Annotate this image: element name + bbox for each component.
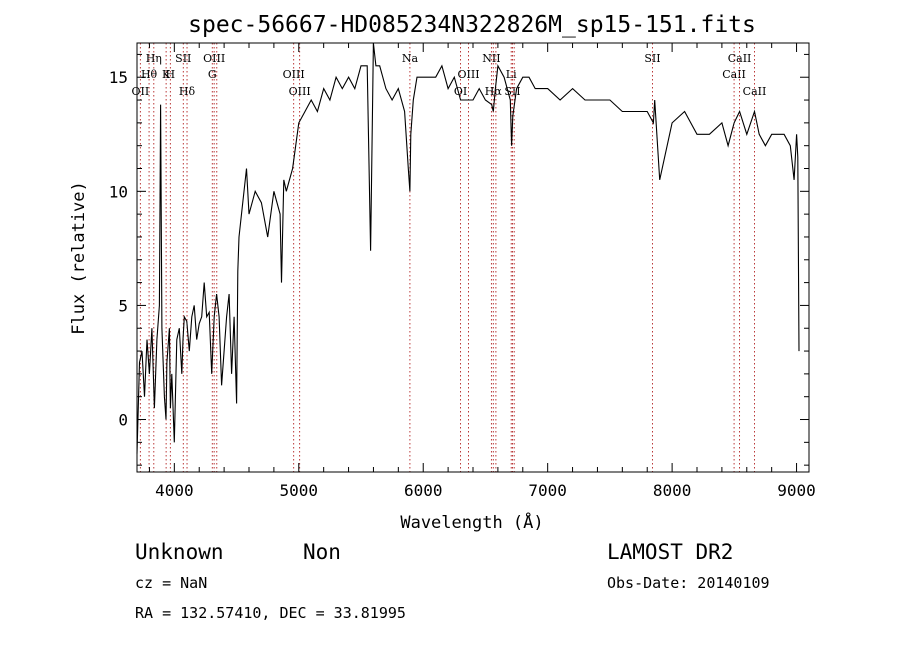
- line-marker-label: Li: [506, 68, 517, 81]
- x-tick-label: 9000: [777, 481, 816, 500]
- x-tick-label: 8000: [653, 481, 692, 500]
- line-marker-label: CaII: [743, 85, 767, 98]
- x-tick-label: 4000: [155, 481, 194, 500]
- x-axis-ticks: 4000 5000 6000 7000 8000 9000: [148, 43, 816, 500]
- line-marker-label: H: [166, 68, 176, 81]
- coordinates: RA = 132.57410, DEC = 33.81995: [135, 604, 406, 622]
- y-tick-label: 15: [109, 68, 128, 87]
- line-marker-label: Hα: [485, 85, 503, 98]
- line-marker-label: OIII: [457, 68, 479, 81]
- x-tick-label: 7000: [528, 481, 567, 500]
- line-marker-label: OIII: [283, 68, 305, 81]
- y-tick-label: 0: [118, 411, 128, 430]
- chart-title: spec-56667-HD085234N322826M_sp15-151.fit…: [188, 12, 756, 38]
- line-marker-label: K: [162, 68, 171, 81]
- line-marker-label: Hδ: [179, 85, 196, 98]
- line-marker-label: OIII: [289, 85, 311, 98]
- line-marker-label: OI: [454, 85, 467, 98]
- line-marker-label: Hθ: [141, 68, 158, 81]
- y-axis-ticks: 0 5 10 15: [109, 53, 809, 466]
- line-marker-label: Na: [402, 52, 419, 65]
- line-marker-label: CaII: [728, 52, 752, 65]
- object-class: Unknown: [135, 540, 224, 564]
- line-marker-label: SII: [644, 52, 660, 65]
- redshift-cz: cz = NaN: [135, 574, 207, 592]
- line-marker-label: OII: [132, 85, 150, 98]
- line-marker-label: SII: [175, 52, 191, 65]
- line-marker-label: CaII: [722, 68, 746, 81]
- x-axis-label: Wavelength (Å): [400, 511, 543, 533]
- line-marker-label: G: [208, 68, 217, 81]
- object-subclass: Non: [303, 540, 341, 564]
- y-axis-label: Flux (relative): [69, 181, 89, 335]
- spectrum-line: [136, 42, 800, 454]
- y-tick-label: 10: [109, 182, 128, 201]
- x-tick-label: 6000: [404, 481, 443, 500]
- x-tick-label: 5000: [280, 481, 319, 500]
- line-marker-label: NII: [482, 52, 500, 65]
- survey-name: LAMOST DR2: [607, 540, 733, 564]
- obs-date: Obs-Date: 20140109: [607, 574, 770, 592]
- line-marker-label: Hη: [146, 52, 162, 65]
- plot-frame: [136, 42, 810, 473]
- line-marker-label: OIII: [203, 52, 225, 65]
- y-tick-label: 5: [118, 296, 128, 315]
